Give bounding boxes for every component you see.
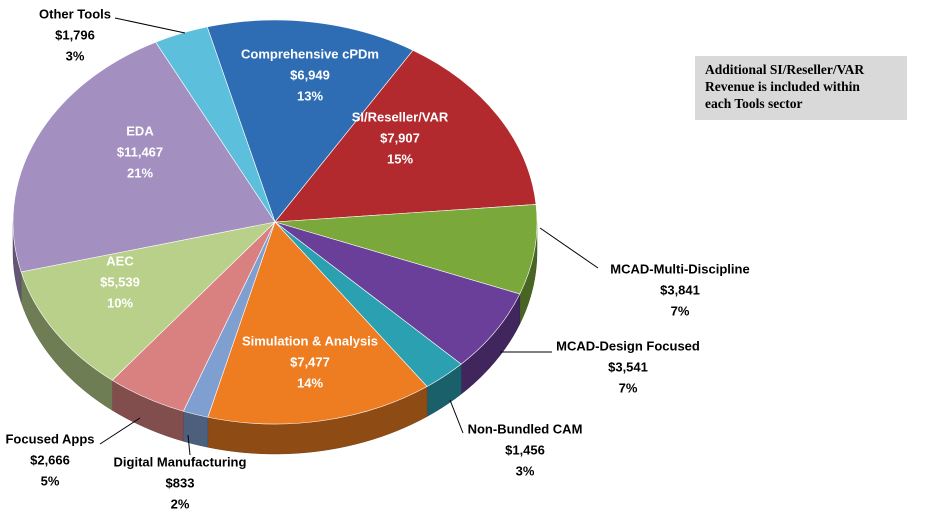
annotation: Additional SI/Reseller/VAR Revenue is in… [695,56,907,120]
slice [207,221,428,425]
slice [274,204,538,295]
slice-label: Other Tools [39,6,111,21]
value-label: $7,907 [380,130,420,145]
leader-line [539,227,599,269]
leader-line [99,417,141,445]
slice-label: MCAD-Design Focused [556,338,700,353]
slice-label: AEC [106,253,134,268]
share-label: 10% [107,295,133,310]
annotation-line: Additional SI/Reseller/VAR [705,62,864,77]
share-label: 5% [41,473,60,488]
slice [12,41,276,273]
slice-label: MCAD-Multi-Discipline [610,261,749,276]
value-label: $3,541 [608,359,648,374]
value-label: $2,666 [30,452,70,467]
annotation-box [695,56,907,120]
slice [206,19,414,223]
slice [20,221,276,381]
slice-label: EDA [126,123,154,138]
slice [274,49,537,223]
value-label: $5,539 [100,274,140,289]
value-label: $1,456 [505,442,545,457]
annotation-line: each Tools sector [705,96,803,111]
leader-line [114,17,186,34]
annotation-line: Revenue is included within [705,79,860,94]
slice-label: SI/Reseller/VAR [352,109,449,124]
share-label: 13% [297,88,323,103]
leader-line [449,399,464,434]
share-label: 15% [387,151,413,166]
share-label: 2% [171,496,190,510]
slice-label: Simulation & Analysis [242,333,378,348]
value-label: $3,841 [660,282,700,297]
value-label: $7,477 [290,354,330,369]
pie-tops [12,19,538,425]
value-label: $11,467 [117,144,163,159]
value-label: $6,949 [290,67,330,82]
share-label: 3% [516,463,535,478]
leader-line [187,434,191,456]
value-label: $833 [166,475,195,490]
slice-label: Comprehensive cPDm [241,46,379,61]
share-label: 14% [297,375,323,390]
value-label: $1,796 [55,27,95,42]
share-label: 7% [671,303,690,318]
share-label: 7% [619,380,638,395]
pie-sides [12,221,538,455]
slice [274,221,521,365]
slice-label: Digital Manufacturing [114,454,247,469]
slice-label: Focused Apps [5,431,94,446]
share-label: 3% [66,48,85,63]
slice [155,26,276,223]
share-label: 21% [127,165,153,180]
slice-label: Non-Bundled CAM [468,421,583,436]
